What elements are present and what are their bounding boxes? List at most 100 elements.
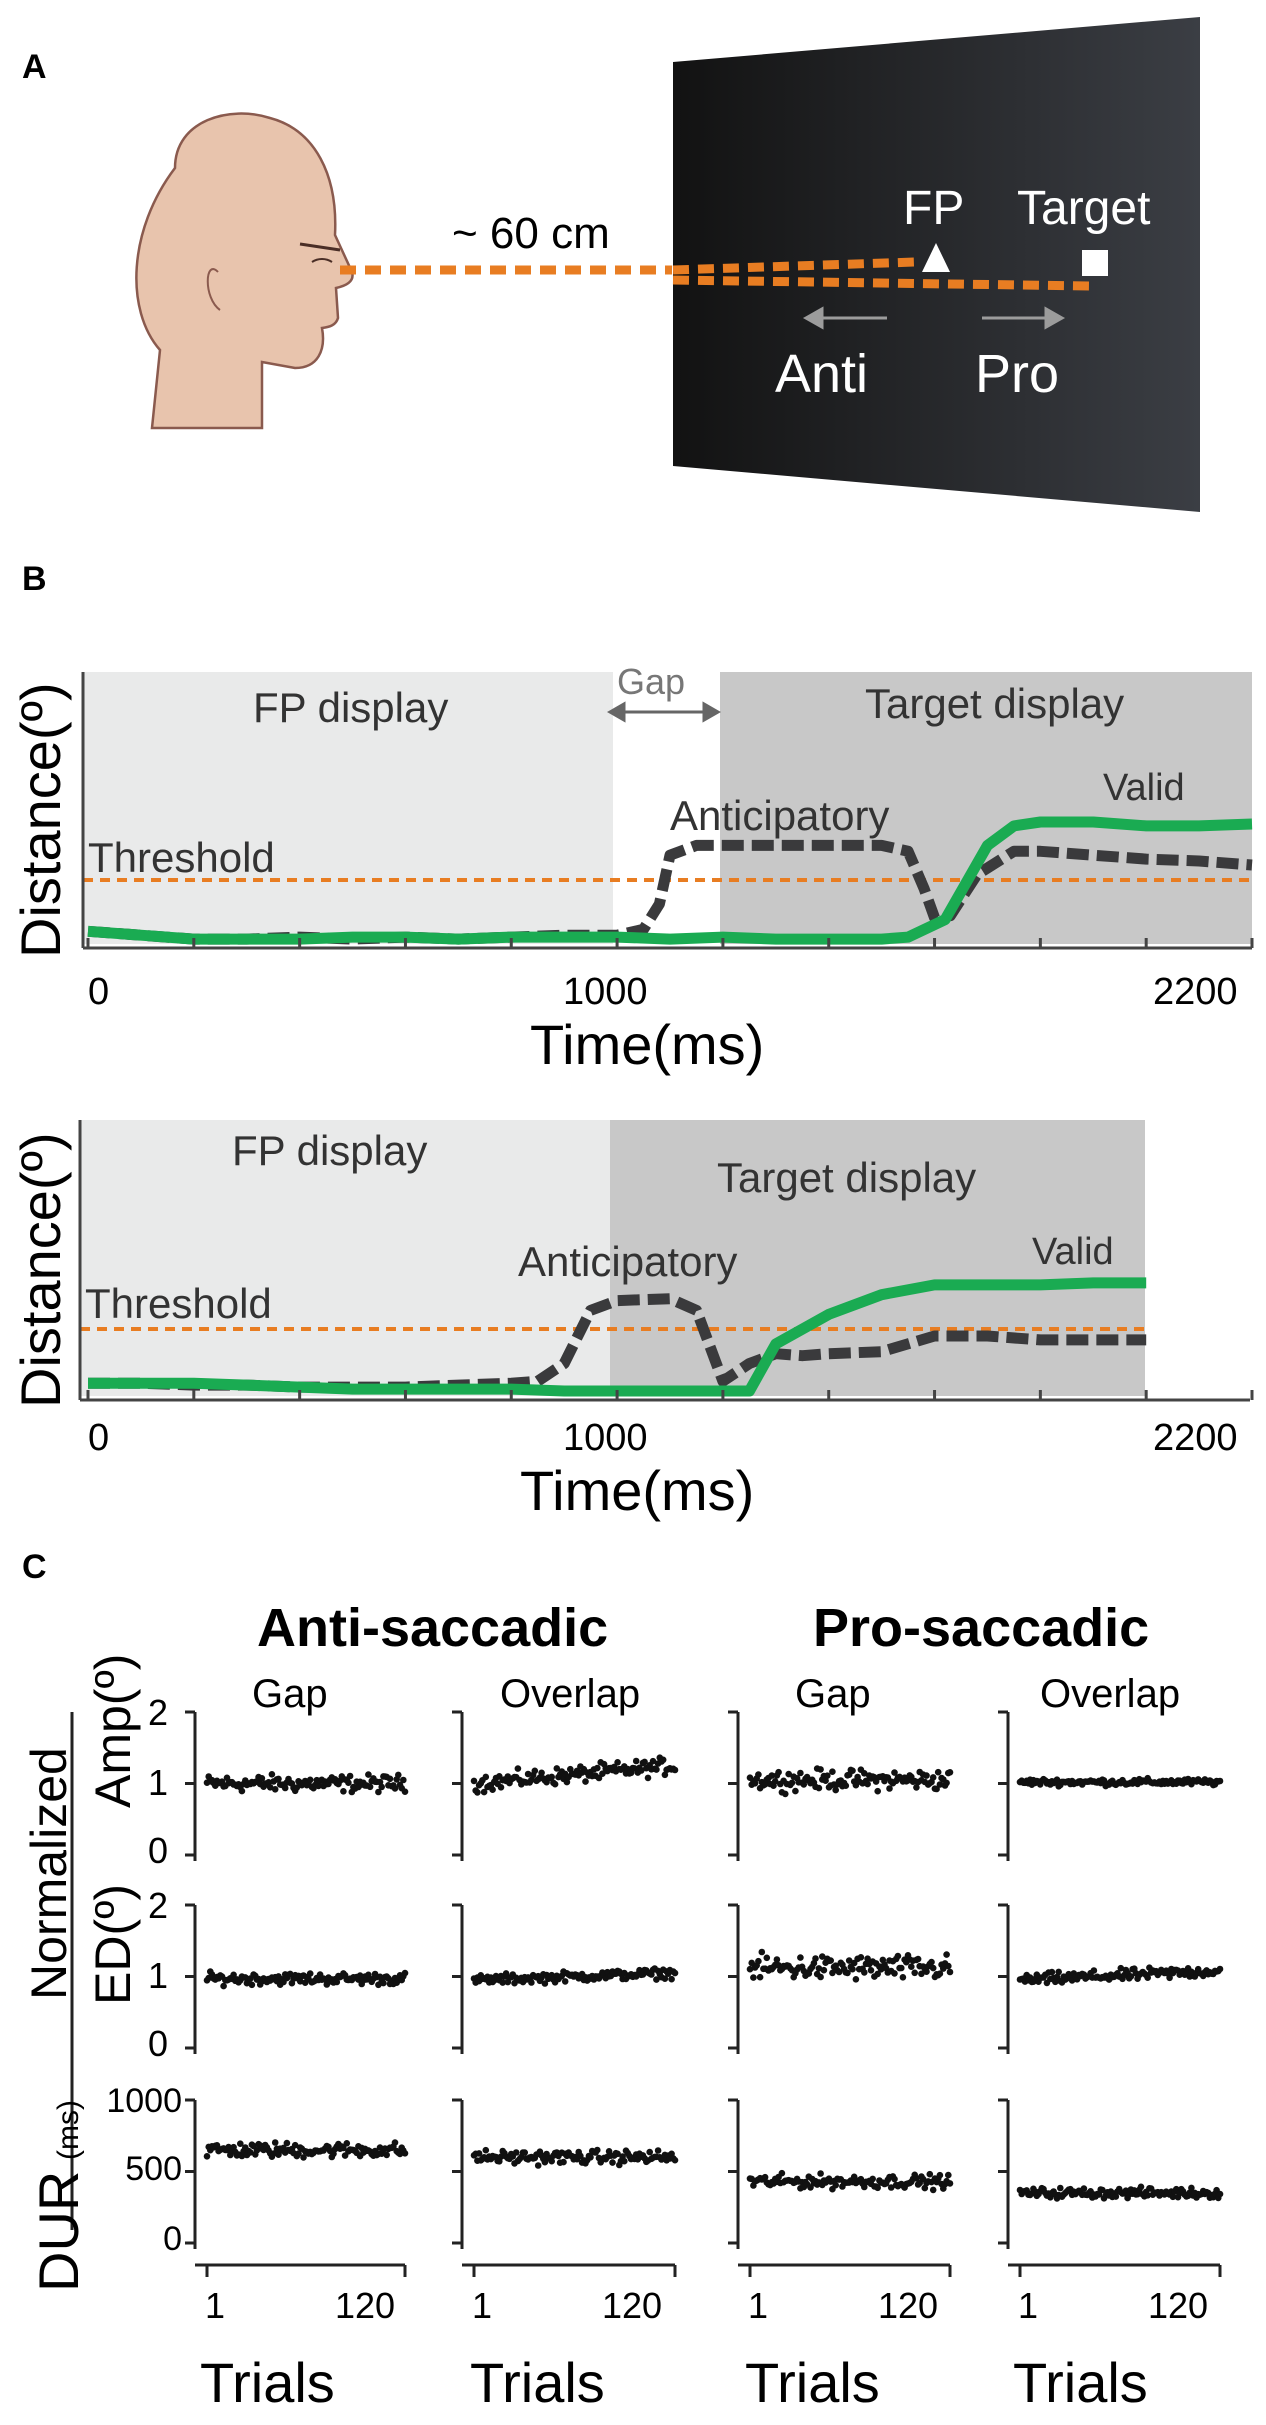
data-point	[281, 1784, 289, 1792]
data-point	[815, 1965, 823, 1972]
target-display-label: Target display	[717, 1154, 976, 1201]
anticipatory-label: Anticipatory	[670, 792, 889, 839]
ed-ytick-1: 1	[148, 1955, 168, 1996]
amp-ytick-2: 2	[148, 1692, 168, 1733]
data-point	[1090, 1967, 1098, 1974]
data-point	[220, 1982, 227, 1990]
trials-label-col1: Trials	[200, 2351, 335, 2414]
scatter-panel-pro-saccadicgap-row2	[746, 2169, 954, 2194]
data-point	[898, 1964, 905, 1972]
data-point	[812, 1955, 819, 1962]
data-point	[671, 1969, 679, 1977]
scatter-panel-pro-saccadicoverlap-row2	[1016, 2183, 1224, 2202]
scatter-panel-pro-saccadicgap-row1	[746, 1948, 954, 1983]
trials-xtick-120-col1: 120	[335, 2285, 395, 2326]
data-point	[923, 1968, 930, 1975]
trials-label-col3: Trials	[745, 2351, 880, 2414]
data-point	[1144, 2192, 1151, 2199]
x-ticks	[86, 938, 1254, 948]
data-point	[340, 2144, 347, 2152]
data-point	[827, 1957, 834, 1964]
data-point	[253, 2147, 261, 2154]
data-point	[874, 1787, 881, 1795]
data-point	[820, 1966, 828, 1974]
data-point	[1216, 1965, 1224, 1973]
panel-b: B FP display Target display Gap Threshol…	[9, 560, 1254, 1522]
data-point	[1112, 2193, 1120, 2200]
data-point	[946, 2180, 954, 2187]
col-title-pro-gap: Gap	[795, 1672, 871, 1716]
data-point	[659, 1756, 667, 1764]
data-point	[275, 1775, 282, 1783]
data-point	[266, 1784, 274, 1791]
data-point	[248, 1981, 256, 1989]
x-axis-label: Time(ms)	[520, 1459, 754, 1522]
row-label-dur: DUR	[27, 2171, 90, 2292]
data-point	[383, 2151, 391, 2159]
data-point	[1053, 1776, 1061, 1783]
data-point	[632, 1757, 640, 1765]
data-point	[340, 1788, 347, 1795]
panel-a-label: A	[22, 48, 47, 86]
data-point	[524, 1770, 532, 1778]
data-point	[756, 1973, 764, 1981]
data-point	[861, 2183, 868, 2191]
row-label-ed: ED(º)	[85, 1884, 141, 2005]
data-point	[1188, 2184, 1195, 2192]
data-point	[587, 2154, 594, 2161]
data-point	[521, 2149, 528, 2156]
anti-label: Anti	[775, 344, 868, 404]
trials-xtick-120-col2: 120	[602, 2285, 662, 2326]
trials-xtick-120-col3: 120	[878, 2285, 938, 2326]
x-tick-label-2200: 2200	[1153, 971, 1238, 1013]
data-point	[271, 2139, 279, 2146]
data-point	[395, 1771, 402, 1779]
trials-xtick-1-col3: 1	[748, 2285, 768, 2326]
panel-c-label: C	[22, 1548, 47, 1586]
trials-xtick-1-col2: 1	[472, 2285, 492, 2326]
data-point	[375, 1788, 382, 1796]
data-point	[1117, 1964, 1125, 1972]
data-point	[621, 2157, 628, 2165]
data-point	[832, 2181, 839, 2189]
data-point	[771, 1778, 779, 1785]
data-point	[563, 1778, 571, 1786]
data-point	[797, 1954, 804, 1961]
anti-saccadic-title: Anti-saccadic	[257, 1598, 608, 1658]
data-point	[286, 1970, 294, 1978]
threshold-label: Threshold	[85, 1280, 272, 1327]
data-point	[936, 1970, 944, 1977]
threshold-label: Threshold	[88, 834, 275, 881]
data-point	[366, 1783, 374, 1791]
distance-label: ~ 60 cm	[452, 209, 610, 258]
data-point	[872, 1778, 880, 1785]
data-point	[649, 1757, 657, 1765]
fp-display-region	[83, 672, 613, 944]
data-point	[594, 1764, 601, 1772]
scatter-grid	[185, 1710, 1224, 2277]
data-point	[306, 1776, 314, 1784]
data-point	[928, 1958, 935, 1966]
data-point	[333, 1978, 341, 1986]
fp-display-region	[80, 1120, 610, 1396]
data-point	[291, 2141, 299, 2149]
data-point	[923, 1772, 930, 1779]
data-point	[842, 1782, 850, 1789]
data-point	[499, 1979, 507, 1986]
pro-label: Pro	[975, 344, 1059, 404]
data-point	[534, 2162, 542, 2169]
data-point	[929, 2186, 937, 2194]
data-point	[874, 1970, 881, 1978]
data-point	[497, 1784, 505, 1791]
data-point	[343, 2140, 351, 2147]
data-point	[548, 1773, 555, 1781]
data-point	[824, 1772, 831, 1779]
data-point	[391, 2139, 399, 2146]
data-point	[582, 1778, 589, 1785]
target-label: Target	[1017, 182, 1150, 235]
data-point	[943, 1951, 950, 1958]
data-point	[778, 2169, 786, 2177]
anti-arrow-icon	[802, 306, 887, 330]
data-point	[835, 1968, 843, 1976]
data-point	[268, 1771, 276, 1778]
